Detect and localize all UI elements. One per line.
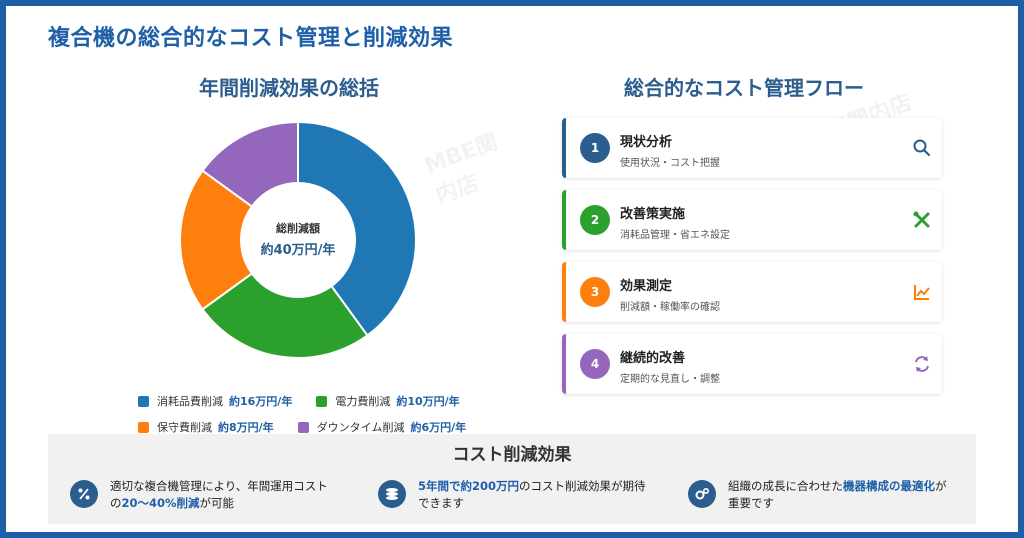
legend-swatch [138, 395, 149, 407]
flow-step-1: 1 現状分析 使用状況・コスト把握 [562, 118, 942, 178]
step-description: 使用状況・コスト把握 [620, 158, 720, 169]
step-description: 削減額・稼働率の確認 [620, 302, 720, 313]
cost-management-flow-panel: 総合的なコスト管理フロー MBE関内店 1 現状分析 使用状況・コスト把握 2 … [524, 64, 964, 434]
page-title: 複合機の総合的なコスト管理と削減効果 [48, 26, 454, 51]
step-number-badge: 2 [580, 205, 610, 235]
step-number-badge: 4 [580, 349, 610, 379]
donut-center-label: 総削減額 [276, 221, 320, 235]
legend-value: 約16万円/年 [229, 395, 293, 408]
savings-summary-panel: 年間削減効果の総括 MBE関内店 総削減額 約40万円/年 消耗品費削減 約16… [68, 64, 510, 434]
legend-value: 約8万円/年 [218, 421, 274, 434]
legend-label: 保守費削減 [157, 421, 212, 434]
slice-maintenance [179, 169, 300, 311]
step-description: 定期的な見直し・調整 [620, 374, 720, 385]
legend-item-power: 電力費削減 約10万円/年 [316, 393, 460, 409]
donut-center-value: 約40万円/年 [261, 242, 336, 258]
refresh-icon [915, 356, 929, 372]
effect-text: 適切な複合機管理により、年間運用コスト の20〜40%削減が可能 [110, 479, 328, 510]
savings-summary-title: 年間削減効果の総括 [199, 76, 379, 100]
effect-text: 5年間で約200万円のコスト削減効果が期待 できます [418, 479, 646, 510]
line-chart-icon [914, 285, 930, 300]
gears-icon [688, 480, 716, 508]
infographic-frame: 複合機の総合的なコスト管理と削減効果 年間削減効果の総括 MBE関内店 総削減額… [6, 6, 1018, 532]
effect-item-coins: 5年間で約200万円のコスト削減効果が期待 できます [378, 478, 646, 512]
effects-title: コスト削減効果 [452, 445, 572, 465]
step-title: 継続的改善 [620, 351, 686, 366]
legend-value: 約6万円/年 [410, 421, 467, 434]
effect-text: 組織の成長に合わせた機器構成の最適化が 重要です [728, 479, 947, 510]
slice-consumables [297, 120, 417, 337]
donut-hole [240, 182, 356, 298]
flow-step-2: 2 改善策実施 消耗品管理・省エネ設定 [562, 190, 942, 250]
effect-item-percent: 適切な複合機管理により、年間運用コスト の20〜40%削減が可能 [70, 478, 328, 512]
donut-chart: 総削減額 約40万円/年 [178, 108, 418, 372]
watermark: MBE関内店 [421, 129, 502, 210]
effect-item-gears: 組織の成長に合わせた機器構成の最適化が 重要です [688, 478, 947, 512]
flow-step-3: 3 効果測定 削減額・稼働率の確認 [562, 262, 942, 322]
step-title: 改善策実施 [620, 207, 686, 222]
step-title: 効果測定 [620, 279, 673, 294]
cost-reduction-effects-panel: コスト削減効果 適切な複合機管理により、年間運用コスト の20〜40%削減が可能 [48, 434, 976, 524]
percent-icon [70, 480, 98, 508]
coins-icon [378, 480, 406, 508]
step-number-badge: 3 [580, 277, 610, 307]
legend-swatch [297, 421, 309, 433]
flow-title: 総合的なコスト管理フロー [624, 76, 864, 100]
legend-value: 約10万円/年 [396, 395, 460, 408]
step-number-badge: 1 [580, 133, 610, 163]
slice-power [201, 238, 369, 359]
legend-swatch [316, 395, 328, 407]
step-description: 消耗品管理・省エネ設定 [620, 230, 730, 241]
legend-item-downtime: ダウンタイム削減 約6万円/年 [297, 419, 467, 435]
step-title: 現状分析 [620, 135, 673, 150]
donut-chart-svg: 総削減額 約40万円/年 [179, 120, 417, 359]
flow-step-4: 4 継続的改善 定期的な見直し・調整 [562, 334, 942, 394]
tools-icon [913, 211, 930, 228]
legend-item-consumables: 消耗品費削減 約16万円/年 [138, 393, 292, 409]
legend-label: 電力費削減 [335, 395, 391, 408]
search-icon [913, 139, 931, 157]
legend-label: 消耗品費削減 [157, 395, 223, 408]
legend-item-maintenance: 保守費削減 約8万円/年 [138, 419, 274, 435]
legend-swatch [138, 421, 149, 433]
chart-legend: 消耗品費削減 約16万円/年 電力費削減 約10万円/年 保守費削減 約8万円/… [138, 388, 498, 440]
legend-label: ダウンタイム削減 [316, 421, 405, 434]
